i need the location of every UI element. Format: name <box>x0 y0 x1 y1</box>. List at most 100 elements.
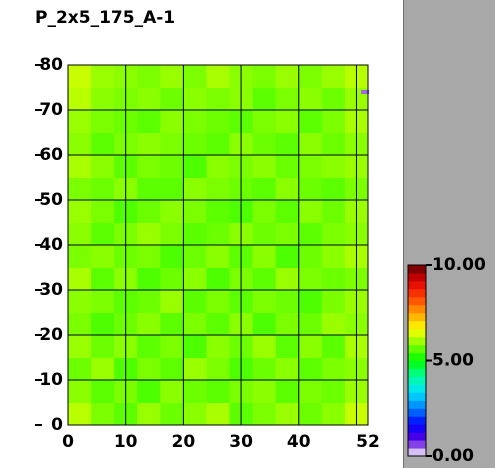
heat-cell <box>321 200 346 223</box>
y-tick-label: 70 <box>39 100 63 120</box>
heat-cell <box>183 65 207 88</box>
colorbar-step <box>408 312 426 322</box>
heat-cell <box>183 222 207 246</box>
heat-cell <box>206 290 231 313</box>
x-tick-label: 20 <box>172 432 196 452</box>
heat-cell <box>183 155 207 178</box>
colorbar-step <box>408 328 426 338</box>
heat-cell <box>183 87 207 111</box>
heat-cell <box>160 177 184 201</box>
heat-cell <box>68 402 92 426</box>
heat-cell <box>298 87 323 111</box>
heat-cell <box>68 65 92 88</box>
colorbar-step <box>408 368 426 377</box>
heat-cell <box>298 402 323 426</box>
heat-cell <box>275 267 300 291</box>
x-tick-label: 52 <box>356 432 380 452</box>
colorbar-step <box>408 400 426 409</box>
y-tick-label: 10 <box>39 370 63 390</box>
heat-cell <box>183 267 207 291</box>
colorbar-step <box>408 376 426 385</box>
heat-cell <box>206 177 231 201</box>
heat-cell <box>183 245 207 268</box>
heat-cell <box>91 380 115 403</box>
heat-cell <box>252 155 277 178</box>
heat-cell <box>137 267 161 291</box>
heat-cell <box>275 65 300 88</box>
heat-cell <box>252 222 277 246</box>
heat-cell <box>160 267 184 291</box>
colorbar-step <box>408 392 426 401</box>
heat-cell <box>298 245 323 268</box>
y-tick-label: 20 <box>39 325 63 345</box>
heat-cell <box>206 312 231 336</box>
heat-cell <box>91 110 115 133</box>
heat-cell <box>137 177 161 201</box>
heat-cell <box>321 402 346 426</box>
heat-cell <box>206 155 231 178</box>
heat-cell <box>183 402 207 426</box>
heat-cell <box>275 222 300 246</box>
heat-cell <box>275 155 300 178</box>
heat-cell <box>252 65 277 88</box>
heat-cell <box>183 312 207 336</box>
heat-cell <box>206 402 231 426</box>
heat-cell <box>160 87 184 111</box>
colorbar-step <box>408 344 426 354</box>
heat-cell <box>91 312 115 336</box>
heat-cell <box>275 290 300 313</box>
heat-cell <box>275 402 300 426</box>
y-tick-label: 40 <box>39 235 63 255</box>
heat-cell <box>137 200 161 223</box>
heat-cell <box>91 335 115 358</box>
colorbar-step <box>408 360 426 369</box>
heat-cell <box>321 87 346 111</box>
heat-cell <box>137 65 161 88</box>
heat-cell <box>160 155 184 178</box>
heat-cell <box>137 222 161 246</box>
heat-cell <box>252 357 277 381</box>
heat-cell <box>160 402 184 426</box>
heat-cell <box>298 290 323 313</box>
heat-cell <box>252 245 277 268</box>
heat-cell <box>137 87 161 111</box>
heat-cell <box>183 357 207 381</box>
heat-cell <box>160 245 184 268</box>
colorbar-step <box>408 296 426 306</box>
heat-cell <box>160 200 184 223</box>
heat-cell <box>91 245 115 268</box>
heat-cell <box>68 245 92 268</box>
heat-cell <box>183 335 207 358</box>
heat-cell <box>206 110 231 133</box>
heat-cell <box>321 245 346 268</box>
heat-cell <box>68 290 92 313</box>
x-tick-label: 30 <box>229 432 253 452</box>
heat-cell <box>160 132 184 156</box>
heat-cell <box>321 222 346 246</box>
heat-cell <box>298 110 323 133</box>
heat-cell <box>252 380 277 403</box>
colorbar-step <box>408 320 426 330</box>
heat-cell <box>91 132 115 156</box>
x-tick-label: 0 <box>62 432 74 452</box>
heat-cell <box>206 65 231 88</box>
heat-cell <box>160 335 184 358</box>
heat-cell <box>321 335 346 358</box>
heat-cell <box>252 335 277 358</box>
colorbar-label: 5.00 <box>432 351 474 371</box>
heat-cell <box>321 132 346 156</box>
heat-cell <box>321 312 346 336</box>
heat-cell <box>160 312 184 336</box>
heat-cell <box>275 177 300 201</box>
heat-cell <box>183 110 207 133</box>
heat-marker <box>361 90 370 94</box>
heat-cell <box>321 290 346 313</box>
heat-cell <box>137 380 161 403</box>
heat-cell <box>160 65 184 88</box>
heat-cell <box>321 65 346 88</box>
heat-cell <box>137 245 161 268</box>
heat-cell <box>321 267 346 291</box>
y-tick-label: 0 <box>51 415 63 435</box>
heat-cell <box>275 87 300 111</box>
heat-cell <box>137 132 161 156</box>
